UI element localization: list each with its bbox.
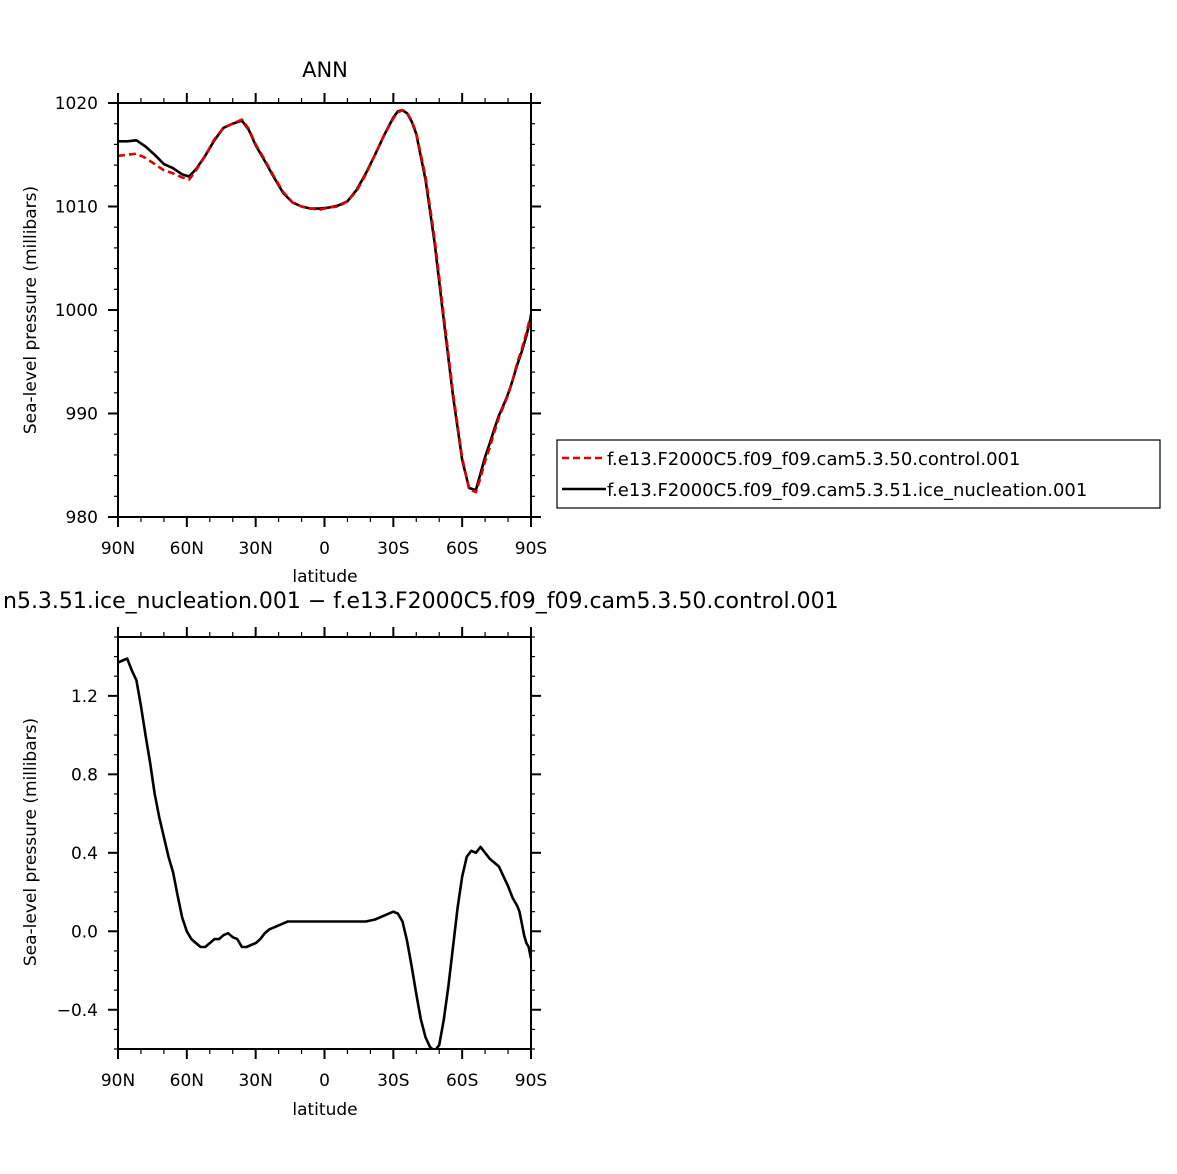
top-ticks [108, 93, 541, 527]
bottom-ticks [108, 627, 541, 1059]
legend-box [556, 439, 1161, 509]
legend: f.e13.F2000C5.f09_f09.cam5.3.50.control.… [556, 439, 1161, 509]
top-ylabel: Sea-level pressure (millibars) [21, 186, 41, 434]
top-xlabel: latitude [292, 567, 357, 587]
top-plot-frame [117, 102, 532, 518]
legend-label-control: f.e13.F2000C5.f09_f09.cam5.3.50.control.… [607, 449, 1020, 470]
top-series-line-0 [118, 108, 531, 492]
bottom-y-tick-label: 0.4 [71, 844, 98, 864]
legend-label-ice-nucleation: f.e13.F2000C5.f09_f09.cam5.3.51.ice_nucl… [607, 480, 1087, 501]
bottom-ylabel: Sea-level pressure (millibars) [21, 718, 41, 966]
top-tick-labels: 90N 60N 30N 0 30S 60S 90S 980 990 1000 1010 1020 [55, 94, 547, 559]
bottom-x-tick-label: 30N [238, 1071, 272, 1091]
top-x-tick-label: 60N [170, 539, 204, 559]
bottom-xlabel: latitude [292, 1100, 357, 1120]
bottom-title: n5.3.51.ice_nucleation.001 − f.e13.F2000… [3, 589, 839, 614]
top-y-tick-label: 980 [66, 508, 98, 528]
bottom-x-tick-label: 30S [377, 1071, 409, 1091]
top-y-tick-label: 1000 [55, 301, 98, 321]
top-x-tick-label: 30N [238, 539, 272, 559]
top-y-tick-label: 1010 [55, 198, 98, 218]
top-x-tick-label: 60S [446, 539, 478, 559]
top-y-tick-label: 1020 [55, 94, 98, 114]
top-series [118, 108, 531, 494]
bottom-x-tick-label: 60N [170, 1071, 204, 1091]
top-x-tick-label: 30S [377, 539, 409, 559]
bottom-series [118, 657, 531, 1049]
bottom-y-tick-label: −0.4 [57, 1001, 98, 1021]
bottom-x-tick-label: 0 [319, 1071, 330, 1091]
bottom-plot-frame [117, 636, 532, 1050]
bottom-panel: n5.3.51.ice_nucleation.001 − f.e13.F2000… [3, 589, 839, 1120]
bottom-x-tick-label: 90S [515, 1071, 547, 1091]
top-x-tick-label: 90S [515, 539, 547, 559]
top-series-line-1 [118, 108, 531, 494]
bottom-y-tick-label: 0.0 [71, 922, 98, 942]
top-x-tick-label: 0 [319, 539, 330, 559]
bottom-y-tick-label: 1.2 [71, 687, 98, 707]
bottom-x-tick-label: 60S [446, 1071, 478, 1091]
top-title: ANN [302, 58, 348, 82]
bottom-y-tick-label: 0.8 [71, 765, 98, 785]
top-x-tick-label: 90N [101, 539, 135, 559]
top-y-tick-label: 990 [66, 405, 98, 425]
bottom-tick-labels: 90N 60N 30N 0 30S 60S 90S −0.4 0.0 0.4 0.8 1.2 [57, 687, 548, 1091]
bottom-series-line-0 [118, 657, 531, 1049]
top-panel: ANN 90N 60N 30N 0 30S 60S 90S 980 990 1000 1010 102… [21, 58, 547, 587]
bottom-x-tick-label: 90N [101, 1071, 135, 1091]
